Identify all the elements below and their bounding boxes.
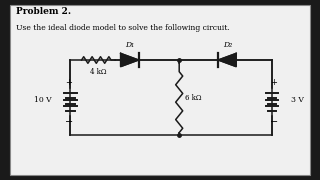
Text: −: − [65,117,73,127]
Text: Problem 2.: Problem 2. [16,8,71,17]
Text: +: + [65,78,72,87]
Text: D₁: D₁ [125,41,134,49]
Text: 10 V: 10 V [34,96,51,105]
Text: 3 V: 3 V [291,96,304,105]
Text: −: − [269,117,278,127]
Text: D₂: D₂ [223,41,232,49]
Text: +: + [270,78,277,87]
Text: Use the ideal diode model to solve the following circuit.: Use the ideal diode model to solve the f… [16,24,230,32]
Polygon shape [121,53,139,67]
Text: 4 kΩ: 4 kΩ [90,68,107,76]
Polygon shape [218,53,236,67]
Text: 6 kΩ: 6 kΩ [185,94,202,102]
